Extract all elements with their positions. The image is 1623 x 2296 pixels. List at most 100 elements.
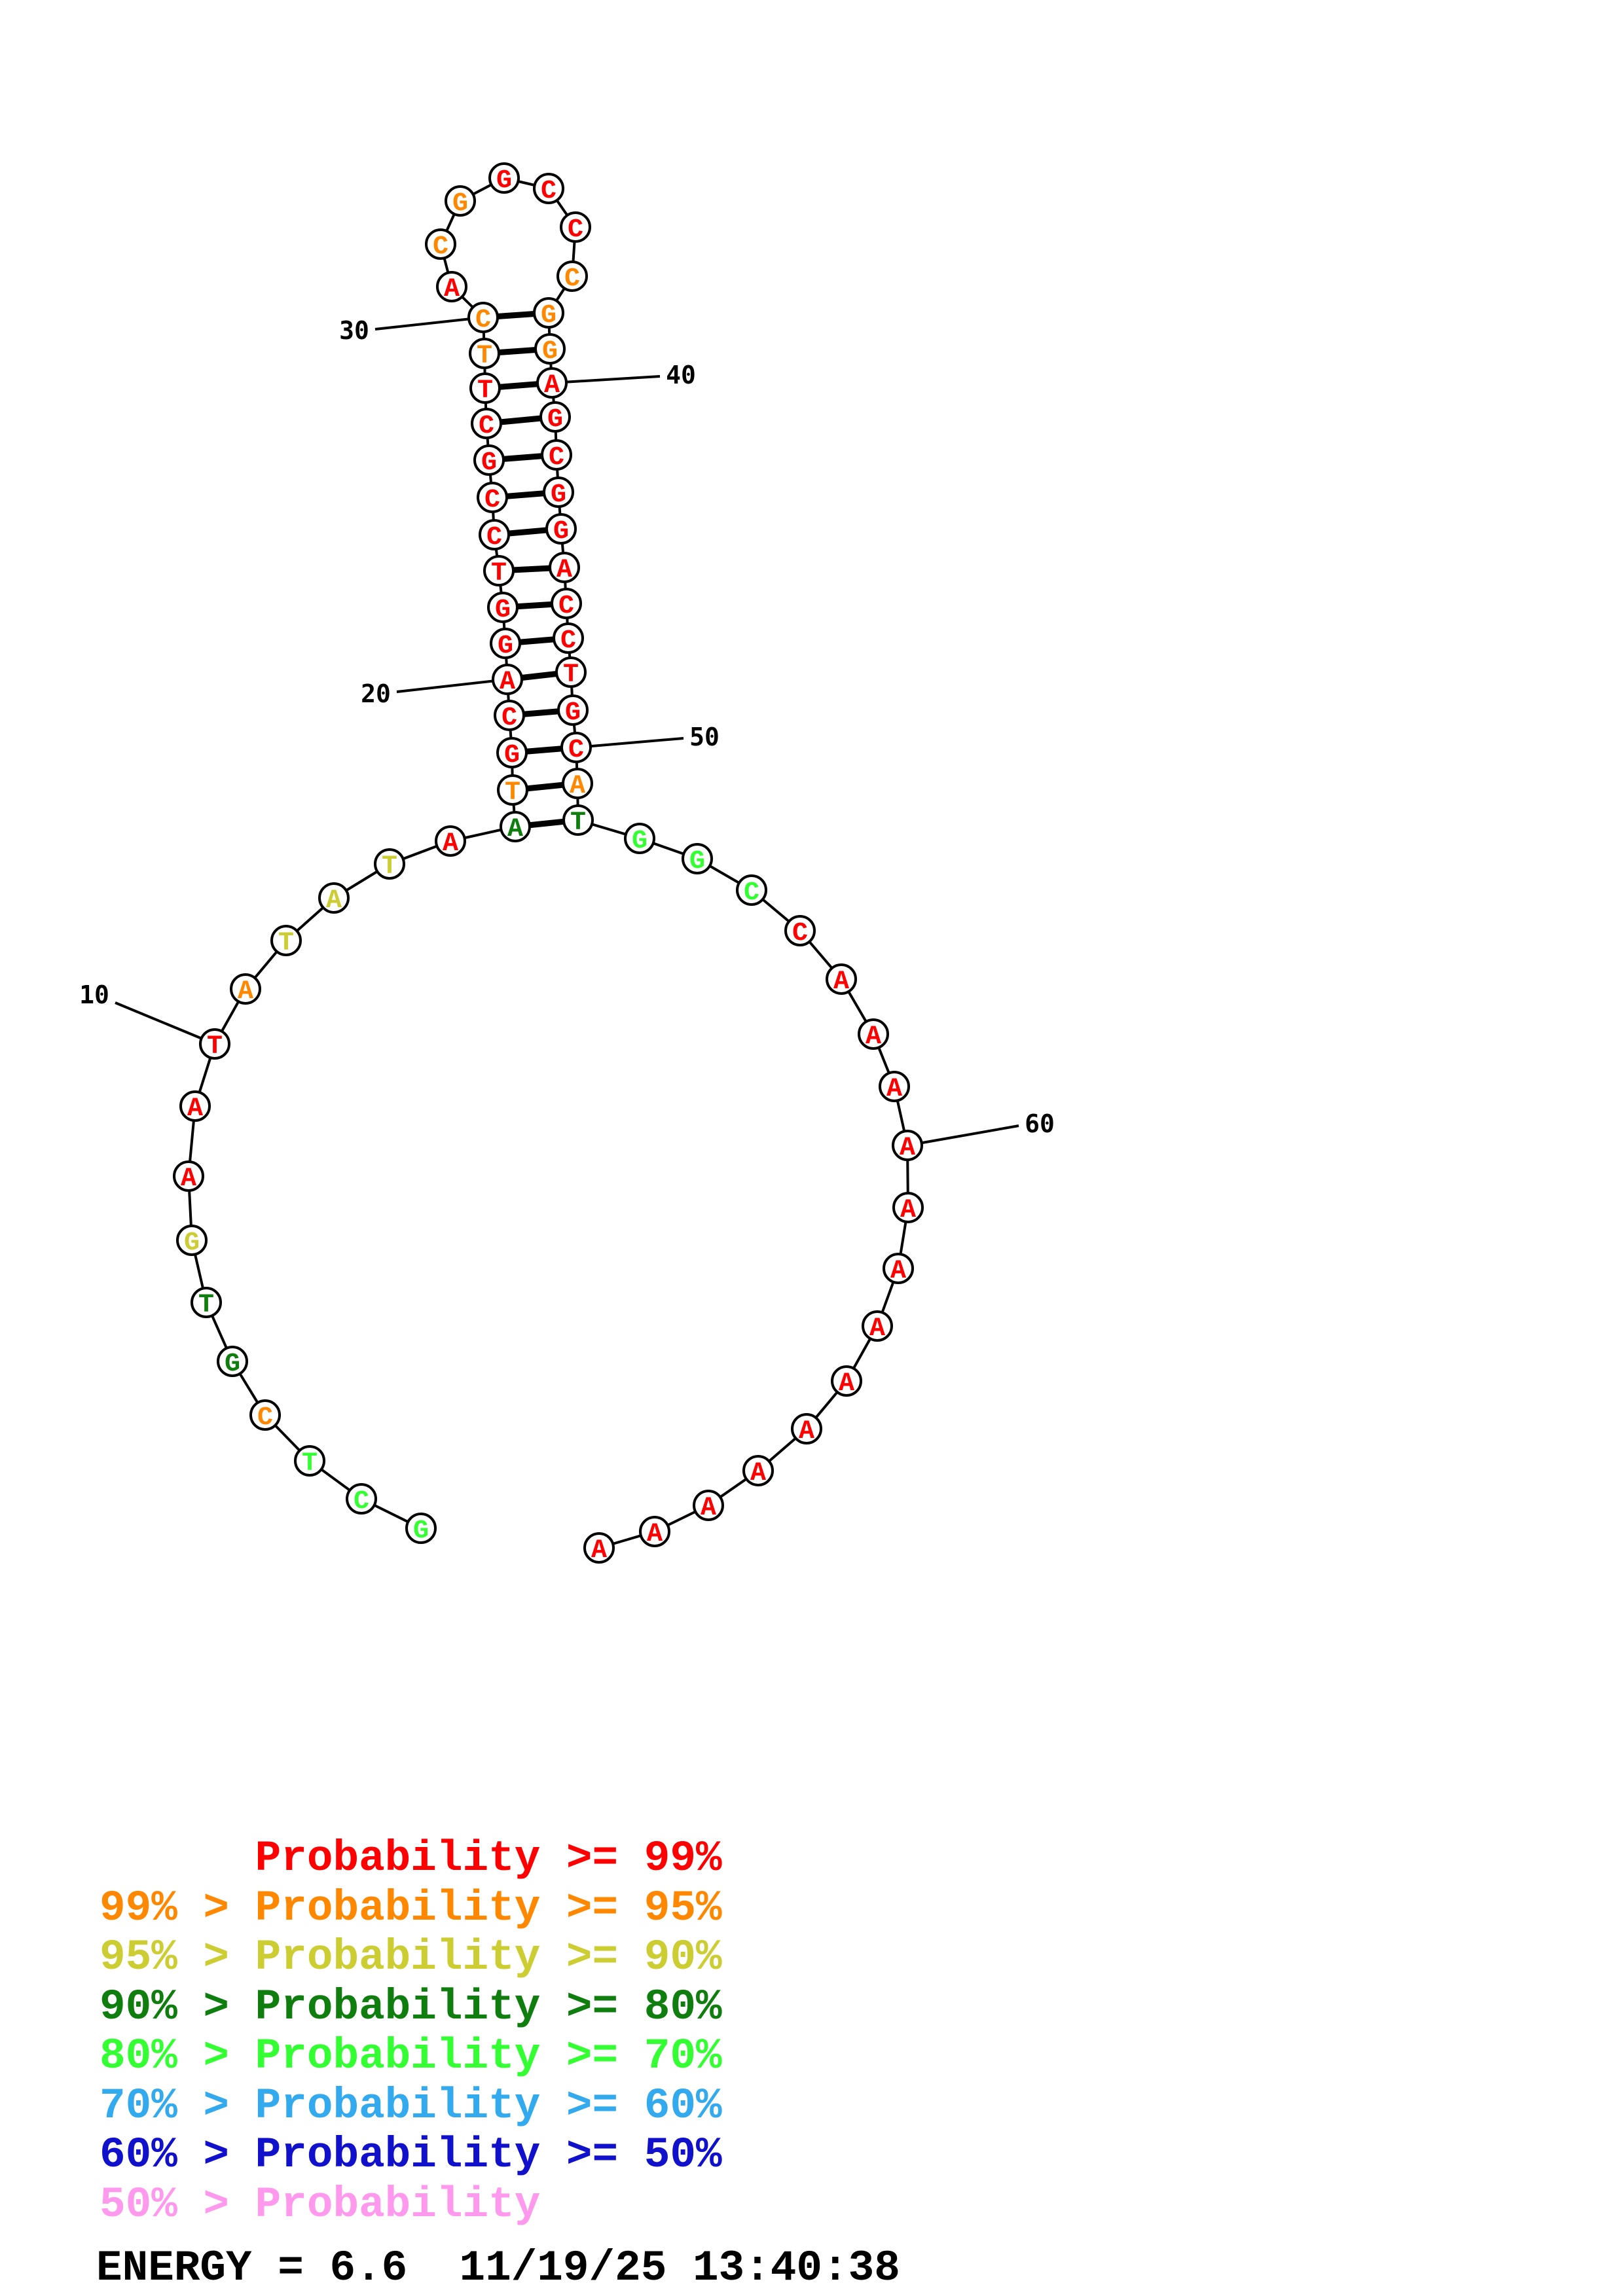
nucleotide-base: A [238, 977, 253, 1007]
nucleotide-base: T [477, 376, 493, 406]
nucleotide-base: A [750, 1459, 766, 1488]
nucleotide-node [639, 1516, 670, 1547]
nucleotide-node [217, 1346, 248, 1377]
nucleotide-node [541, 439, 572, 471]
nucleotide-base: A [500, 668, 515, 697]
nucleotide-base: C [486, 523, 502, 552]
nucleotide-node [318, 882, 350, 914]
nucleotide-base: T [198, 1291, 214, 1320]
nucleotide-base: G [565, 698, 581, 728]
nucleotide-node [624, 823, 655, 854]
nucleotide-node [536, 367, 568, 399]
nucleotide-base: A [556, 556, 572, 585]
label-line [374, 316, 484, 331]
nucleotide-base: G [504, 741, 520, 770]
nucleotide-node [562, 768, 593, 799]
legend-row: 70% > Probability >= 60% [100, 2081, 722, 2130]
legend-row: Probability >= 99% [100, 1834, 722, 1883]
nucleotide-base: G [689, 847, 705, 876]
nucleotide-base: G [541, 301, 556, 331]
nucleotide-node [405, 1513, 437, 1544]
probability-legend: Probability >= 99% 99% > Probability >= 9… [100, 1834, 722, 2229]
nucleotide-node [479, 519, 510, 550]
nucleotide-base: C [541, 177, 556, 206]
nucleotide-node [533, 297, 564, 329]
legend-row: 99% > Probability >= 95% [100, 1883, 722, 1933]
nucleotide-base: G [547, 405, 563, 435]
nucleotide-base: C [568, 736, 584, 765]
nucleotide-node [445, 185, 476, 217]
nucleotide-node [553, 622, 584, 654]
label-line [396, 678, 508, 693]
nucleotide-base: A [890, 1257, 906, 1286]
nucleotide-node [467, 302, 499, 333]
nucleotide-node [560, 732, 592, 763]
nucleotide-base: A [869, 1314, 885, 1344]
nucleotide-node [791, 1413, 822, 1444]
nucleotide-node [436, 271, 467, 302]
position-label: 30 [339, 316, 369, 345]
nucleotide-node [682, 843, 713, 874]
nucleotide-node [494, 700, 525, 731]
nucleotide-node [557, 694, 589, 726]
nucleotide-base: G [413, 1516, 429, 1546]
nucleotide-node [346, 1483, 377, 1515]
nucleotide-node [892, 1192, 924, 1223]
nucleotide-base: C [792, 919, 808, 948]
nucleotide-base: T [505, 778, 520, 808]
nucleotide-base: G [481, 448, 497, 478]
nucleotide-node [471, 408, 502, 439]
nucleotide-node [179, 1090, 211, 1122]
nucleotide-base: T [491, 559, 507, 588]
nucleotide-base: C [744, 878, 759, 908]
nucleotide-node [435, 825, 466, 857]
nucleotide-base: G [495, 596, 511, 625]
nucleotide-base: T [207, 1032, 223, 1062]
nucleotide-node [497, 774, 528, 806]
nucleotide-base: A [647, 1520, 663, 1549]
nucleotide-node [831, 1365, 862, 1397]
nucleotide-base: T [302, 1449, 318, 1479]
nucleotide-node [490, 628, 521, 659]
nucleotide-base: C [568, 215, 583, 245]
nucleotide-node [543, 476, 574, 508]
nucleotide-node [425, 228, 456, 260]
legend-row: 95% > Probability >= 90% [100, 1933, 722, 1982]
nucleotide-node [487, 592, 519, 623]
nucleotide-node [230, 973, 261, 1005]
nucleotide-base: A [544, 371, 560, 401]
nucleotide-base: C [479, 412, 494, 441]
legend-row: 80% > Probability >= 70% [100, 2032, 722, 2081]
nucleotide-base: A [187, 1094, 203, 1124]
nucleotide-node [826, 963, 857, 995]
nucleotide-base: A [507, 815, 523, 844]
nucleotide-base: C [475, 306, 491, 335]
nucleotide-node [270, 925, 302, 956]
nucleotide-node [742, 1455, 774, 1486]
nucleotide-base: G [551, 480, 566, 510]
nucleotide-node [862, 1310, 893, 1342]
nucleotide-base: C [558, 592, 574, 621]
nucleotide-node [249, 1399, 281, 1431]
nucleotide-base: T [570, 808, 586, 838]
nucleotide-node [469, 338, 500, 369]
nucleotide-node [469, 372, 501, 404]
nucleotide-node [176, 1225, 208, 1256]
nucleotide-base: T [477, 342, 492, 371]
nucleotide-node [533, 173, 564, 204]
nucleotide-base: G [184, 1229, 200, 1258]
nucleotide-node [784, 915, 816, 946]
nucleotide-base: C [433, 232, 448, 262]
nucleotide-base: A [443, 829, 458, 859]
nucleotide-base: G [225, 1350, 240, 1379]
nucleotide-base: T [563, 660, 579, 690]
label-line [115, 1001, 215, 1045]
nucleotide-base: A [886, 1075, 902, 1104]
nucleotide-node [560, 211, 591, 243]
nucleotide-base: A [900, 1196, 916, 1225]
nucleotide-base: G [496, 166, 512, 196]
nucleotide-base: G [632, 827, 647, 856]
nucleotide-node [534, 333, 566, 365]
nucleotide-base: C [549, 443, 564, 473]
